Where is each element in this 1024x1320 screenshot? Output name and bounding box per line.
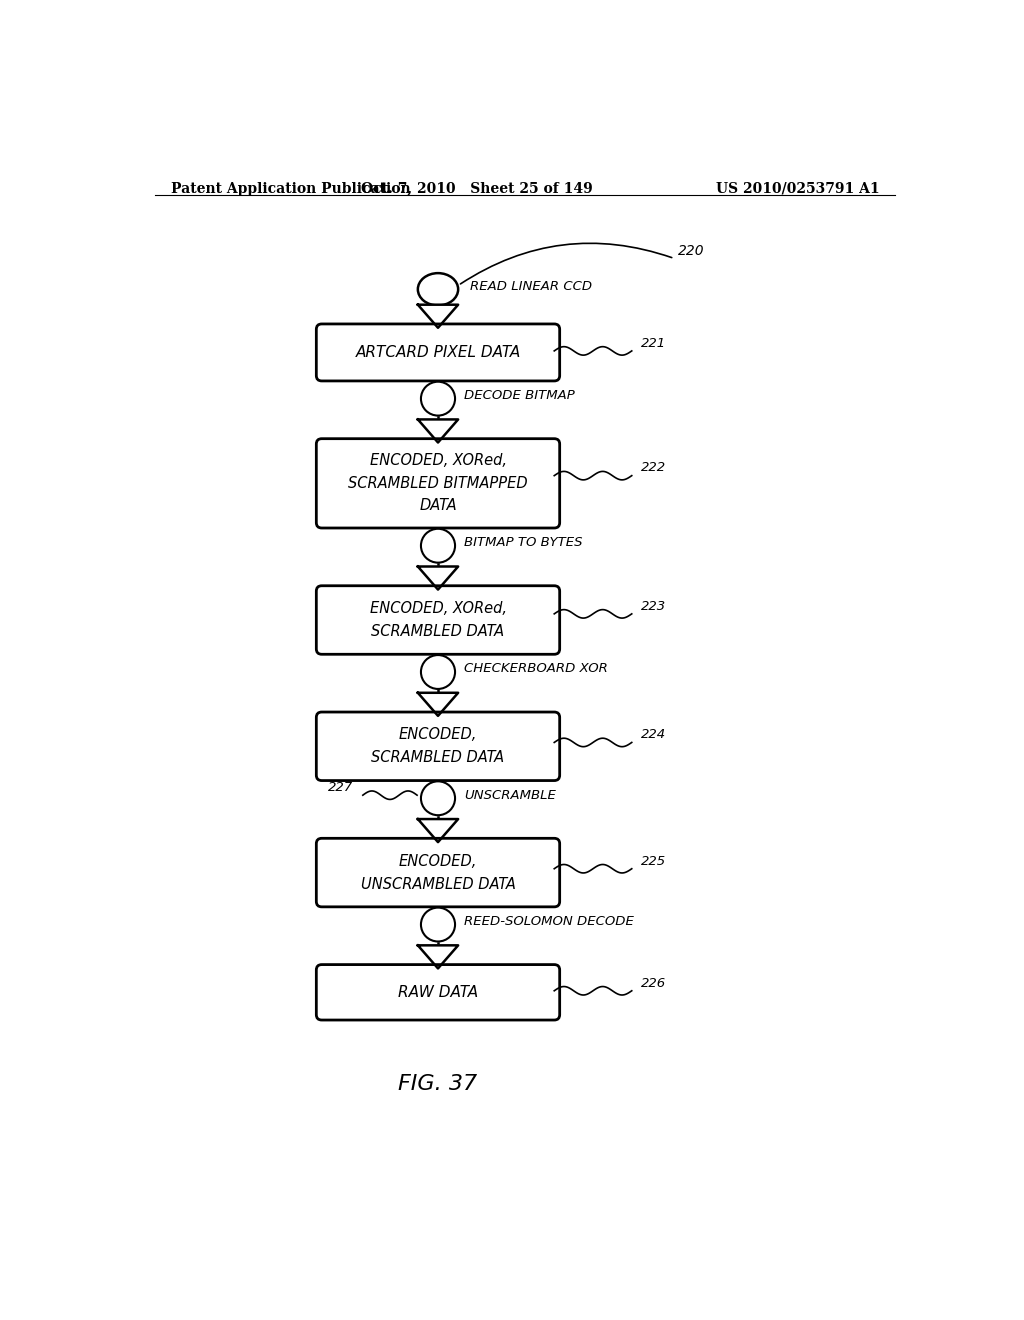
Text: 220: 220	[678, 244, 705, 257]
FancyBboxPatch shape	[316, 438, 560, 528]
Text: FIG. 37: FIG. 37	[398, 1074, 477, 1094]
FancyBboxPatch shape	[316, 965, 560, 1020]
Text: UNSCRAMBLED DATA: UNSCRAMBLED DATA	[360, 876, 515, 891]
Text: SCRAMBLED DATA: SCRAMBLED DATA	[372, 750, 505, 766]
Text: RAW DATA: RAW DATA	[398, 985, 478, 999]
Text: ENCODED, XORed,: ENCODED, XORed,	[370, 453, 507, 469]
Polygon shape	[418, 818, 458, 842]
Text: ENCODED,: ENCODED,	[398, 854, 477, 869]
Polygon shape	[418, 566, 458, 590]
Polygon shape	[418, 693, 458, 715]
FancyBboxPatch shape	[316, 838, 560, 907]
Text: 226: 226	[641, 977, 667, 990]
Text: 221: 221	[641, 337, 667, 350]
Ellipse shape	[418, 273, 458, 305]
Text: REED-SOLOMON DECODE: REED-SOLOMON DECODE	[464, 915, 634, 928]
Polygon shape	[418, 945, 458, 969]
Text: ENCODED, XORed,: ENCODED, XORed,	[370, 601, 507, 616]
Circle shape	[421, 781, 455, 816]
FancyBboxPatch shape	[316, 711, 560, 780]
Text: US 2010/0253791 A1: US 2010/0253791 A1	[716, 182, 880, 195]
Polygon shape	[418, 305, 458, 327]
Circle shape	[421, 529, 455, 562]
Text: DECODE BITMAP: DECODE BITMAP	[464, 389, 575, 403]
Text: 227: 227	[329, 781, 353, 795]
Text: ARTCARD PIXEL DATA: ARTCARD PIXEL DATA	[355, 345, 520, 360]
Text: ENCODED,: ENCODED,	[398, 727, 477, 742]
Circle shape	[421, 381, 455, 416]
Text: UNSCRAMBLE: UNSCRAMBLE	[464, 788, 556, 801]
FancyBboxPatch shape	[316, 323, 560, 381]
Text: SCRAMBLED DATA: SCRAMBLED DATA	[372, 624, 505, 639]
Text: 222: 222	[641, 462, 667, 474]
Circle shape	[421, 655, 455, 689]
Text: DATA: DATA	[419, 498, 457, 513]
Text: Oct. 7, 2010   Sheet 25 of 149: Oct. 7, 2010 Sheet 25 of 149	[360, 182, 593, 195]
Text: BITMAP TO BYTES: BITMAP TO BYTES	[464, 536, 583, 549]
Text: 225: 225	[641, 854, 667, 867]
Text: READ LINEAR CCD: READ LINEAR CCD	[470, 280, 592, 293]
Text: 223: 223	[641, 599, 667, 612]
Text: 224: 224	[641, 729, 667, 742]
FancyBboxPatch shape	[316, 586, 560, 655]
Text: Patent Application Publication: Patent Application Publication	[171, 182, 411, 195]
Circle shape	[421, 908, 455, 941]
Polygon shape	[418, 420, 458, 442]
Text: CHECKERBOARD XOR: CHECKERBOARD XOR	[464, 663, 608, 676]
Text: SCRAMBLED BITMAPPED: SCRAMBLED BITMAPPED	[348, 475, 527, 491]
